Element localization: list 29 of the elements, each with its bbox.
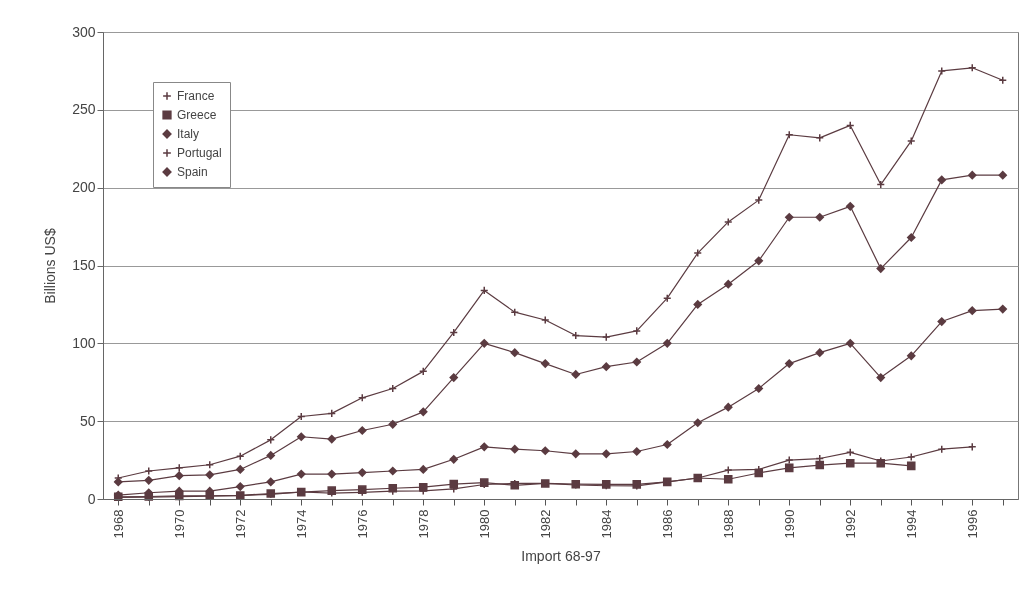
- legend-label: Portugal: [177, 146, 222, 160]
- legend-label: Greece: [177, 108, 217, 122]
- x-tick-label: 1976: [354, 509, 370, 539]
- x-tick-label: 1994: [903, 509, 919, 539]
- x-tick-label: 1978: [415, 509, 431, 539]
- x-tick-label: 1984: [598, 509, 614, 539]
- y-tick-label: 300: [72, 23, 96, 40]
- x-tick-label: 1986: [659, 509, 675, 539]
- legend-label: Italy: [177, 127, 200, 141]
- y-tick-label: 100: [72, 334, 96, 351]
- x-tick-label: 1980: [476, 509, 492, 539]
- x-tick-label: 1990: [781, 509, 797, 539]
- x-tick-label: 1974: [293, 509, 309, 539]
- x-tick-label: 1996: [964, 509, 980, 539]
- y-tick-label: 50: [79, 412, 96, 429]
- x-tick-label: 1992: [842, 509, 858, 539]
- x-tick-label: 1968: [110, 509, 126, 539]
- x-axis-title: Import 68-97: [521, 548, 601, 565]
- y-axis-title: Billions US$: [42, 228, 59, 304]
- legend-label: Spain: [177, 165, 208, 179]
- y-tick-label: 250: [72, 101, 96, 118]
- x-tick-label: 1988: [720, 509, 736, 539]
- y-tick-label: 150: [72, 257, 96, 273]
- x-tick-label: 1982: [537, 509, 553, 539]
- legend-label: France: [177, 89, 215, 103]
- y-tick-label: 200: [72, 179, 96, 196]
- x-tick-label: 1972: [232, 509, 248, 539]
- y-tick-label: 0: [87, 490, 96, 507]
- x-tick-label: 1970: [171, 509, 187, 539]
